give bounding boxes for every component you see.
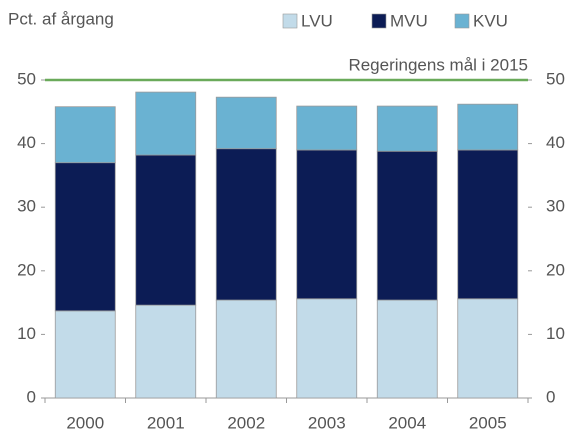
bar-segment (135, 154, 197, 306)
y2-tick-label: 30 (546, 197, 565, 216)
legend-swatch (454, 13, 470, 29)
x-tick-label: 2003 (308, 413, 346, 432)
bar-segment (135, 91, 197, 156)
x-tick-label: 2001 (147, 413, 185, 432)
bar-segment (296, 149, 358, 300)
bar-segment (215, 148, 277, 301)
bar-segment (135, 304, 197, 399)
bar-segment (54, 162, 116, 312)
y2-tick-label: 50 (546, 69, 565, 88)
legend-label: MVU (390, 11, 428, 30)
y2-tick-label: 0 (546, 387, 555, 406)
x-tick-label: 2005 (469, 413, 507, 432)
y-tick-label: 40 (17, 133, 36, 152)
x-tick-label: 2000 (66, 413, 104, 432)
bar-segment (215, 299, 277, 399)
y-tick-label: 30 (17, 197, 36, 216)
y2-tick-label: 40 (546, 133, 565, 152)
reference-label: Regeringens mål i 2015 (348, 55, 528, 74)
legend-swatch (371, 13, 387, 29)
bar-segment (54, 106, 116, 164)
bar-segment (54, 310, 116, 399)
x-tick-label: 2002 (227, 413, 265, 432)
y-axis-label: Pct. af årgang (8, 9, 114, 28)
legend-label: LVU (301, 11, 333, 30)
bar-segment (457, 149, 519, 300)
bar-segment (296, 298, 358, 399)
y-tick-label: 20 (17, 260, 36, 279)
bar-segment (376, 299, 438, 399)
y-tick-label: 0 (27, 387, 36, 406)
legend-swatch (282, 13, 298, 29)
bar-segment (296, 105, 358, 151)
bar-segment (457, 298, 519, 399)
y-tick-label: 50 (17, 69, 36, 88)
legend-label: KVU (473, 11, 508, 30)
y2-tick-label: 10 (546, 324, 565, 343)
bar-segment (457, 103, 519, 151)
y-tick-label: 10 (17, 324, 36, 343)
y2-tick-label: 20 (546, 260, 565, 279)
bar-segment (215, 96, 277, 150)
x-tick-label: 2004 (388, 413, 426, 432)
bar-segment (376, 150, 438, 301)
bar-segment (376, 105, 438, 152)
